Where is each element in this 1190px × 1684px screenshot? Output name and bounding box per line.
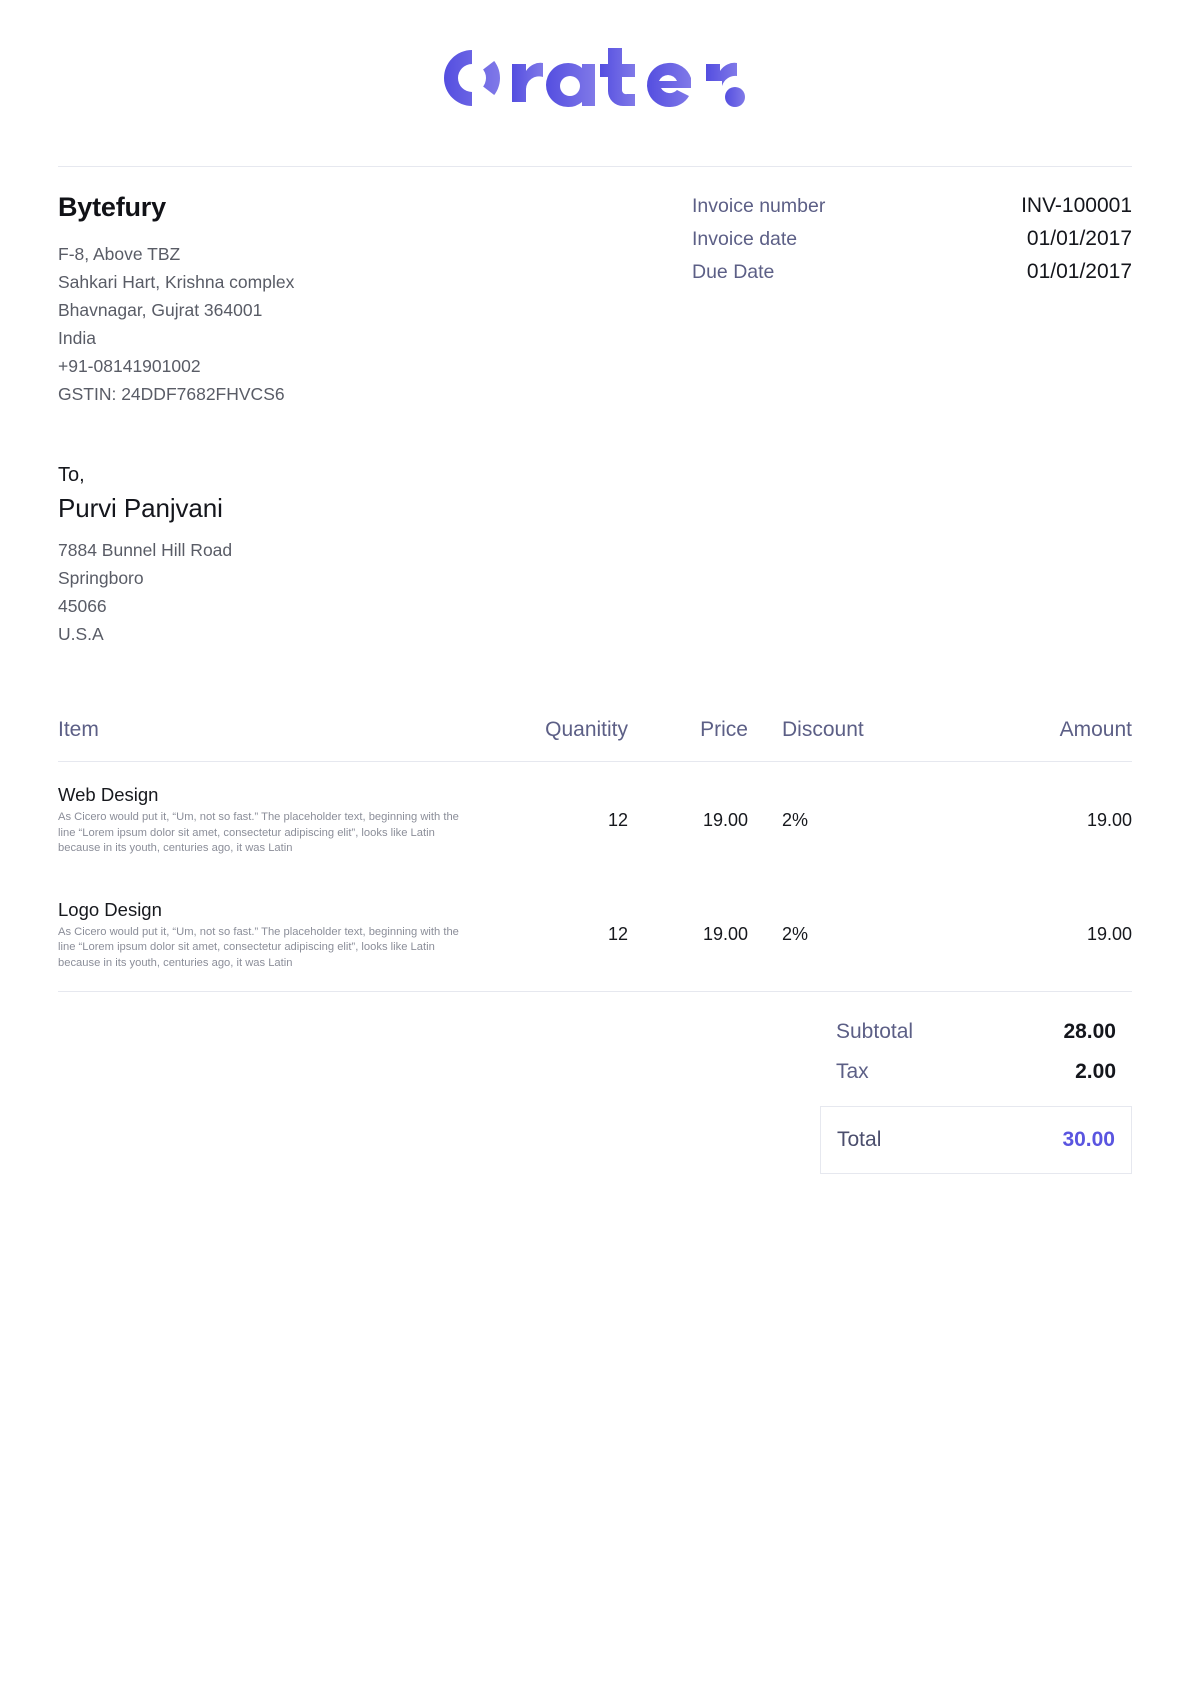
subtotal-row: Subtotal 28.00	[820, 1012, 1132, 1052]
item-description: As Cicero would put it, “Um, not so fast…	[58, 925, 459, 969]
company-address-line: India	[58, 328, 96, 348]
bill-to-block: To, Purvi Panjvani 7884 Bunnel Hill Road…	[58, 464, 578, 648]
item-amount: 19.00	[1086, 924, 1132, 945]
bill-to-name: Purvi Panjvani	[58, 493, 223, 523]
item-cell: Web Design As Cicero would put it, “Um, …	[58, 784, 488, 857]
item-discount: 2%	[782, 809, 809, 830]
subtotal-value: 28.00	[1063, 1020, 1116, 1043]
bill-to-label: To,	[58, 464, 85, 486]
invoice-number-label: Invoice number	[692, 195, 826, 217]
bill-to-address-line: U.S.A	[58, 624, 104, 644]
table-row: Logo Design As Cicero would put it, “Um,…	[58, 877, 1132, 992]
invoice-meta-block: Invoice number INV-100001 Invoice date 0…	[692, 192, 1132, 284]
bill-to-address-line: 45066	[58, 596, 107, 616]
item-discount: 2%	[782, 924, 809, 945]
invoice-number-value: INV-100001	[1021, 194, 1132, 217]
company-gstin: GSTIN: 24DDF7682FHVCS6	[58, 384, 285, 404]
tax-value: 2.00	[1075, 1060, 1116, 1083]
items-table: Item Quanitity Price Discount Amount Web…	[58, 718, 1132, 992]
subtotal-label: Subtotal	[836, 1020, 914, 1043]
column-header-amount: Amount	[1059, 718, 1132, 741]
item-price: 19.00	[702, 809, 748, 830]
table-row: Web Design As Cicero would put it, “Um, …	[58, 762, 1132, 877]
item-amount: 19.00	[1086, 809, 1132, 830]
due-date-value: 01/01/2017	[1026, 260, 1132, 283]
total-row: Total 30.00	[820, 1106, 1132, 1174]
company-address-line: F-8, Above TBZ	[58, 244, 181, 264]
crater-wordmark-icon	[444, 45, 745, 111]
company-address-line: Sahkari Hart, Krishna complex	[58, 272, 295, 292]
brand-logo	[0, 0, 1190, 114]
invoice-date-label: Invoice date	[692, 228, 798, 250]
item-cell: Logo Design As Cicero would put it, “Um,…	[58, 899, 488, 972]
bill-to-address-line: 7884 Bunnel Hill Road	[58, 540, 233, 560]
invoice-date-row: Invoice date 01/01/2017	[692, 227, 1132, 251]
total-label: Total	[837, 1128, 882, 1151]
column-header-price: Price	[700, 718, 748, 741]
company-name: Bytefury	[58, 192, 166, 222]
invoice-date-value: 01/01/2017	[1026, 227, 1132, 250]
column-header-quantity: Quanitity	[545, 718, 628, 741]
table-header-row: Item Quanitity Price Discount Amount	[58, 718, 1132, 762]
total-value: 30.00	[1062, 1128, 1115, 1151]
due-date-row: Due Date 01/01/2017	[692, 260, 1132, 284]
totals-block: Subtotal 28.00 Tax 2.00 Total 30.00	[820, 1012, 1132, 1174]
company-phone: +91-08141901002	[58, 356, 201, 376]
column-header-discount: Discount	[782, 718, 864, 741]
item-price: 19.00	[702, 924, 748, 945]
item-title: Web Design	[58, 784, 159, 805]
bill-to-address-line: Springboro	[58, 568, 144, 588]
header-divider	[58, 166, 1132, 167]
item-description: As Cicero would put it, “Um, not so fast…	[58, 811, 459, 854]
column-header-item: Item	[58, 718, 99, 741]
item-quantity: 12	[607, 924, 628, 945]
tax-label: Tax	[836, 1060, 869, 1083]
company-block: Bytefury F-8, Above TBZ Sahkari Hart, Kr…	[58, 192, 538, 408]
item-quantity: 12	[607, 809, 628, 830]
due-date-label: Due Date	[692, 261, 775, 283]
tax-row: Tax 2.00	[820, 1052, 1132, 1092]
item-title: Logo Design	[58, 898, 162, 920]
company-address-line: Bhavnagar, Gujrat 364001	[58, 300, 263, 320]
invoice-header: Bytefury F-8, Above TBZ Sahkari Hart, Kr…	[58, 192, 1132, 408]
invoice-number-row: Invoice number INV-100001	[692, 194, 1132, 218]
